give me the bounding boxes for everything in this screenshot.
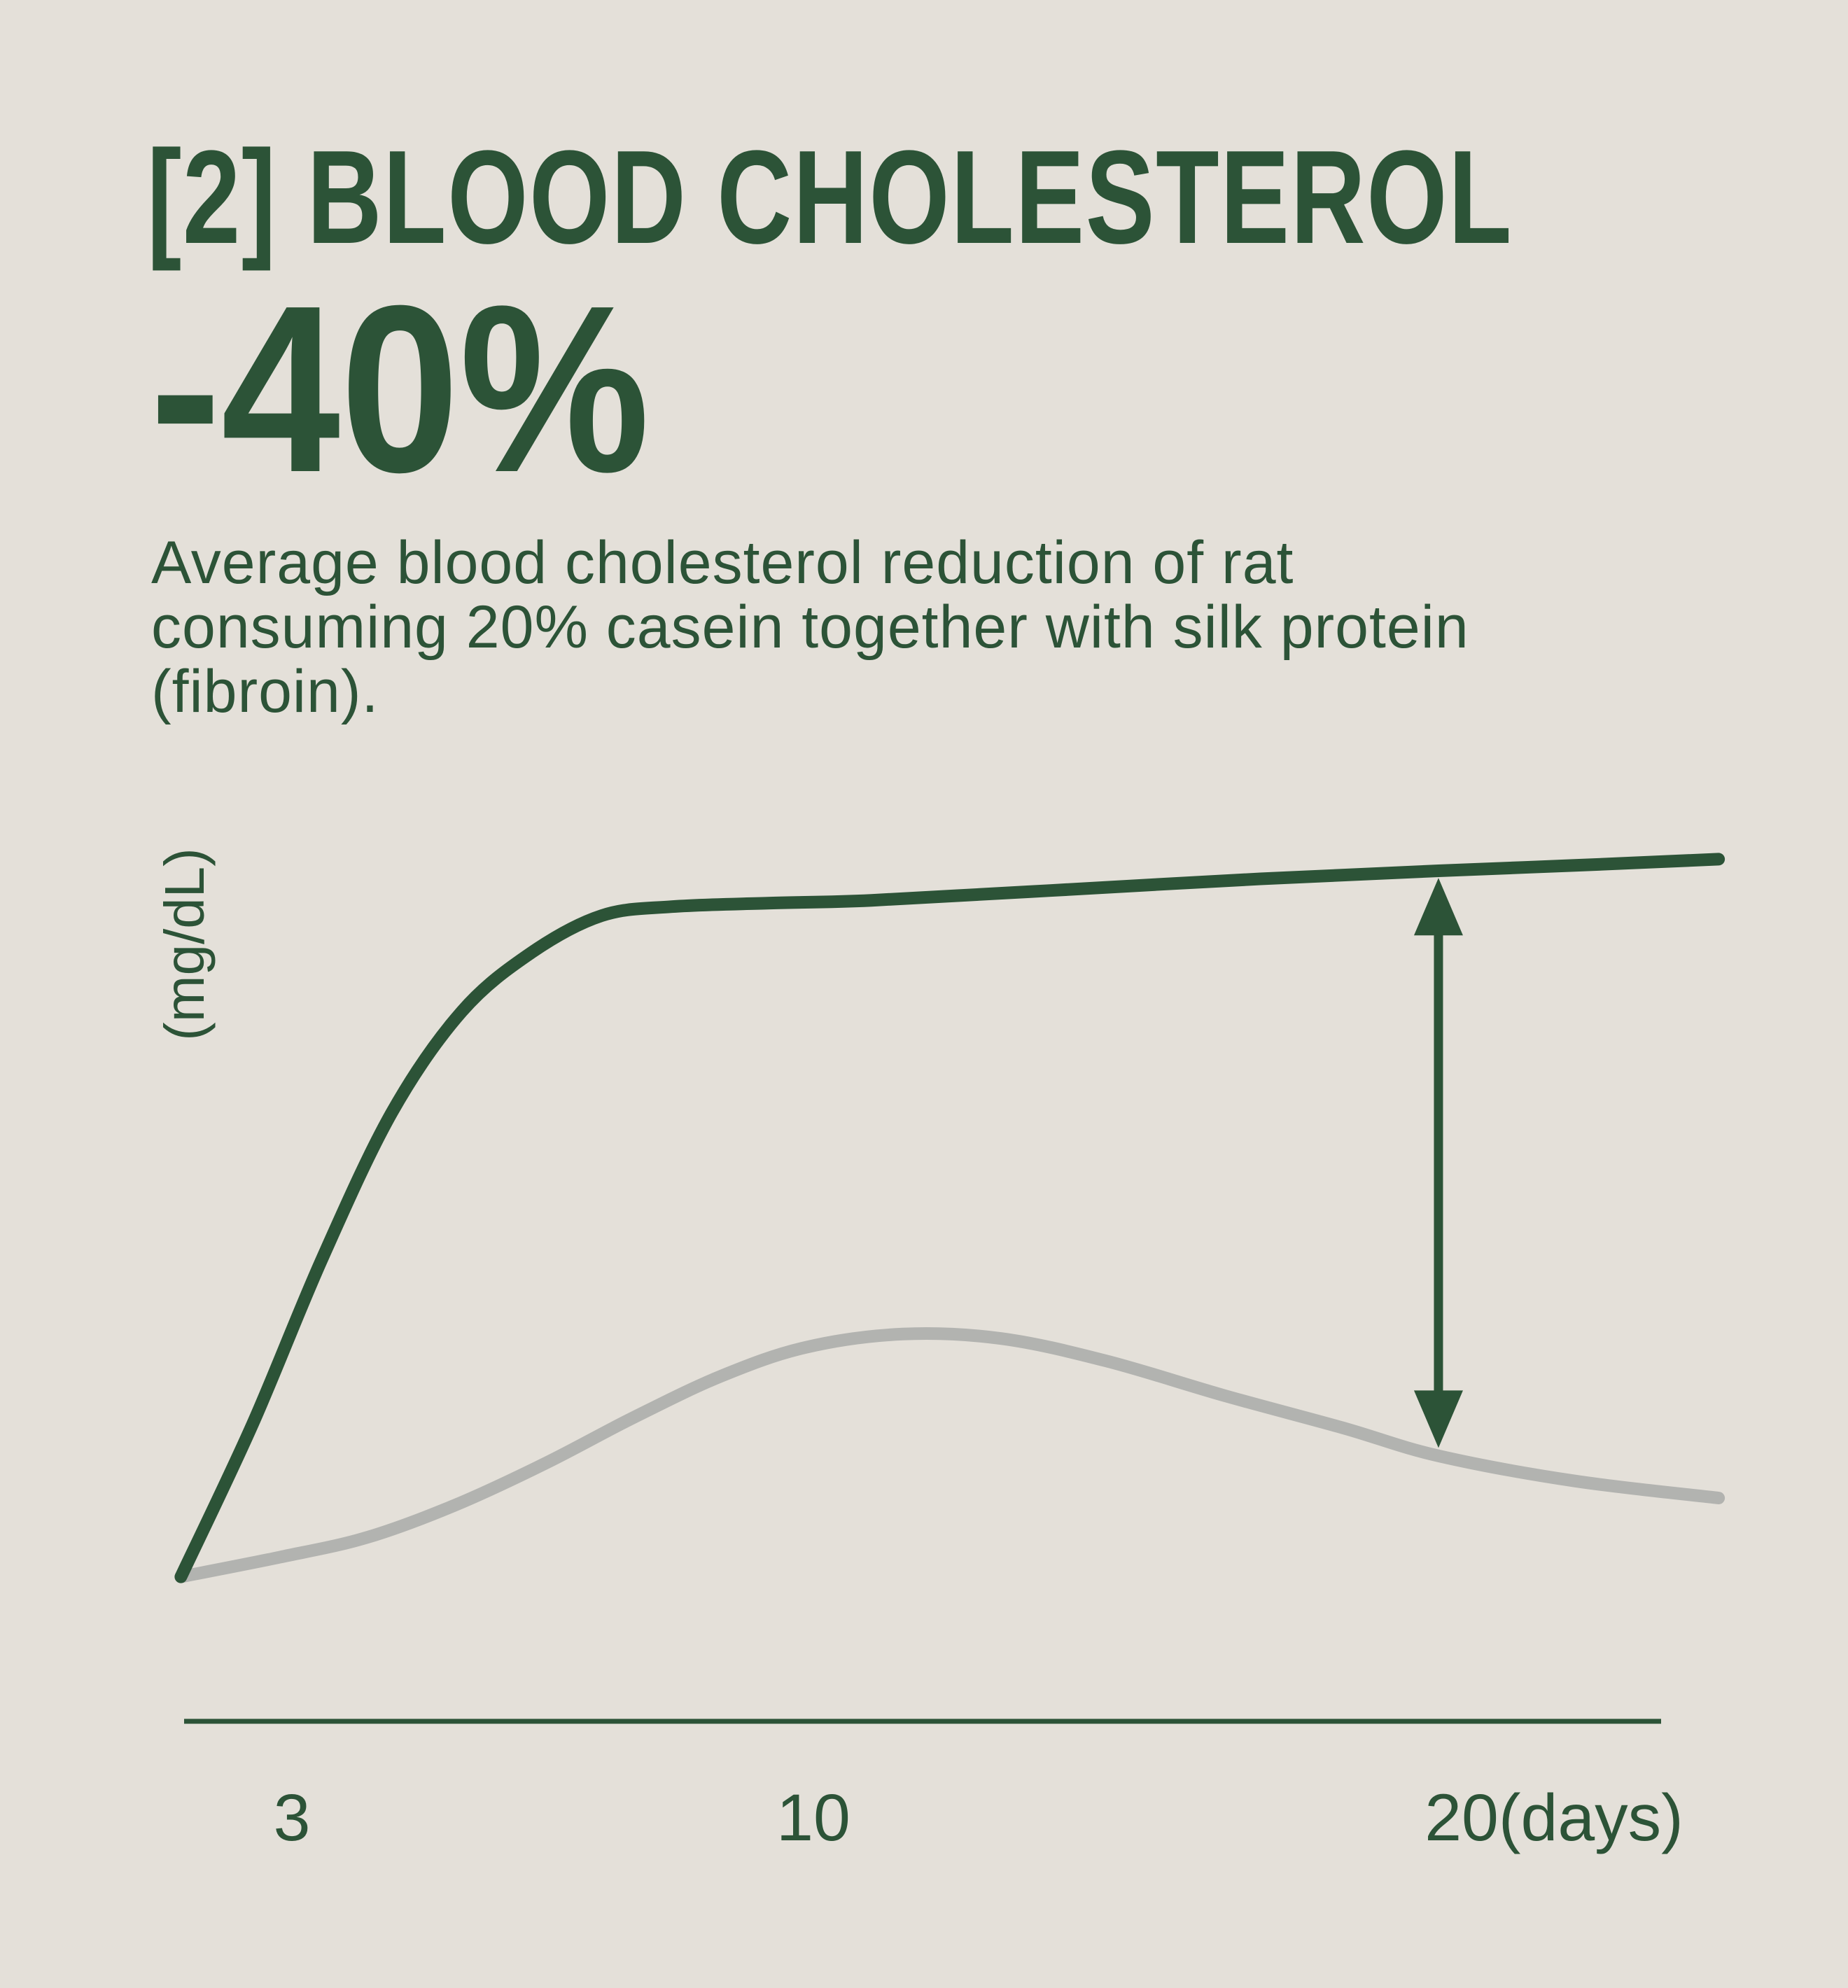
subtitle-line: consuming 20% casein together with silk …: [151, 594, 1469, 661]
subtitle-line: Average blood cholesterol reduction of r…: [151, 529, 1294, 596]
x-axis-tick-20-days: 20(days): [1424, 1781, 1684, 1855]
x-axis-tick-10: 10: [776, 1781, 850, 1855]
subtitle-line: (fibroin).: [151, 658, 379, 725]
subtitle: Average blood cholesterol reduction of r…: [151, 531, 1469, 724]
difference-arrow-head-down: [1413, 1390, 1463, 1448]
x-axis-tick-3: 3: [273, 1781, 311, 1855]
difference-arrow-head-up: [1413, 878, 1463, 936]
stat-value: -40%: [150, 256, 650, 522]
page-title: [2] BLOOD CHOLESTEROL: [147, 123, 1513, 272]
series-line-gray-line-with-silk-protein: [174, 1326, 1726, 1583]
series-line-green-line-casein-only: [174, 853, 1726, 1583]
